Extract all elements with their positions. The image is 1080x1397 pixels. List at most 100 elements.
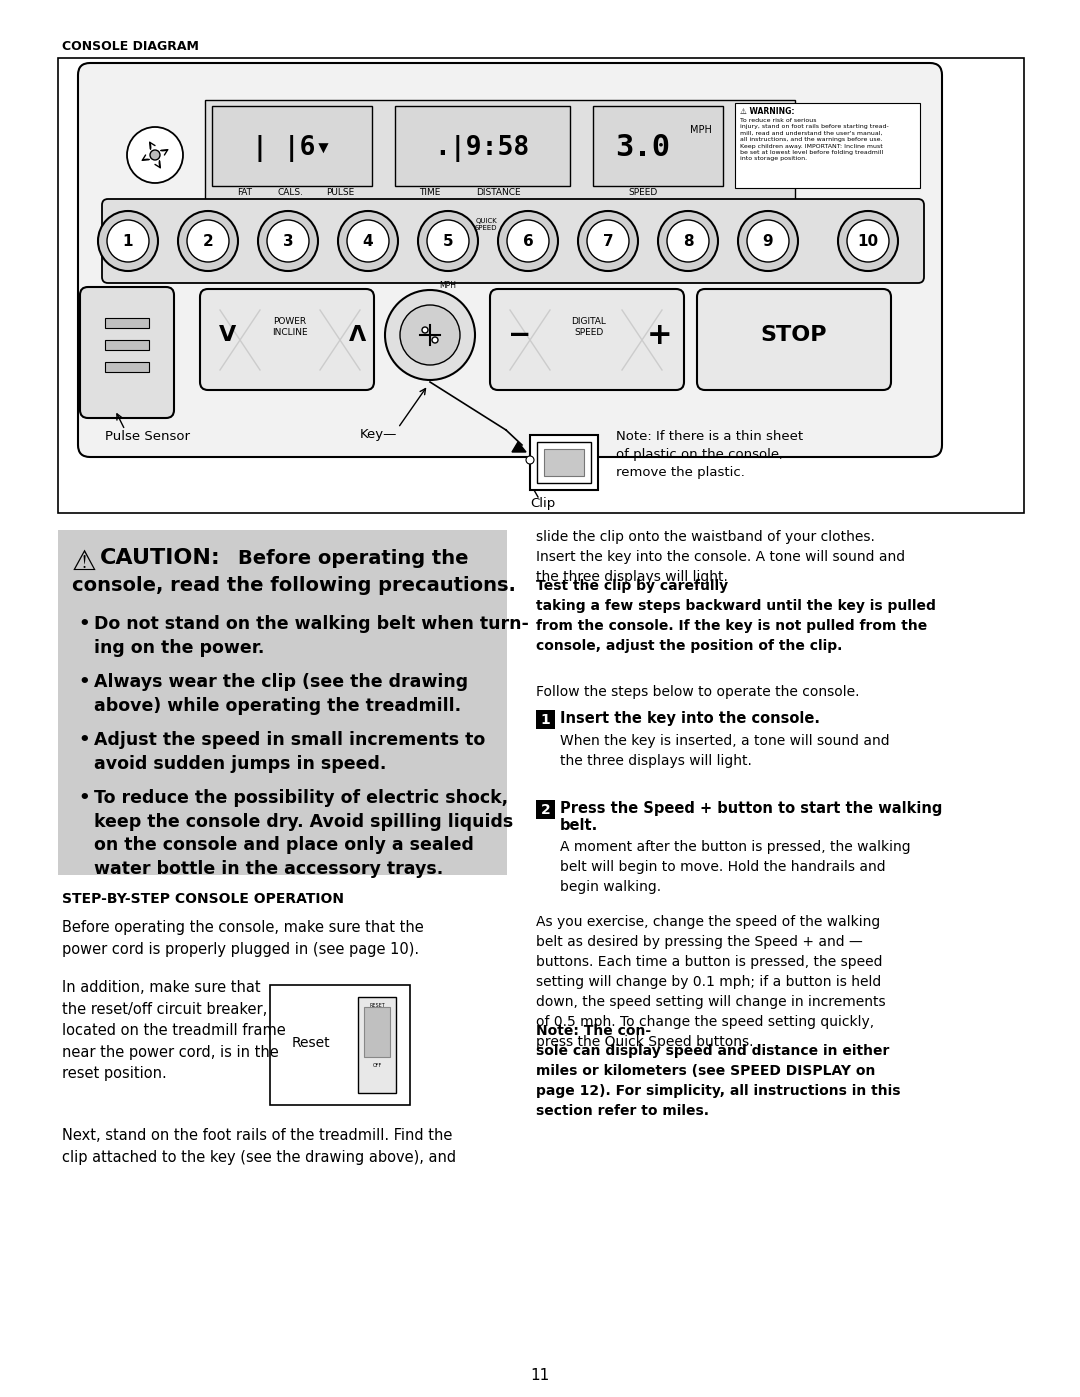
Circle shape [526,455,534,464]
Circle shape [267,219,309,263]
Bar [395,106,570,186]
Circle shape [98,211,158,271]
Text: 9: 9 [762,233,773,249]
Text: Pulse Sensor: Pulse Sensor [105,430,190,443]
Bar [105,362,149,372]
Text: To reduce risk of serious
injury, stand on foot rails before starting tread-
mil: To reduce risk of serious injury, stand … [740,117,889,162]
Text: RESET: RESET [369,1003,384,1009]
Text: Adjust the speed in small increments to
avoid sudden jumps in speed.: Adjust the speed in small increments to … [94,731,485,773]
Text: DISTANCE: DISTANCE [475,189,521,197]
Text: Next, stand on the foot rails of the treadmill. Find the
clip attached to the ke: Next, stand on the foot rails of the tre… [62,1127,456,1165]
Text: Always wear the clip (see the drawing
above) while operating the treadmill.: Always wear the clip (see the drawing ab… [94,673,468,715]
Text: A moment after the button is pressed, the walking
belt will begin to move. Hold : A moment after the button is pressed, th… [561,840,910,894]
Text: −: − [509,321,531,349]
Text: 10: 10 [858,233,878,249]
Text: STEP-BY-STEP CONSOLE OPERATION: STEP-BY-STEP CONSOLE OPERATION [62,893,345,907]
Bar [536,710,555,729]
FancyBboxPatch shape [205,101,795,205]
Text: CALS.: CALS. [276,189,303,197]
Text: 2: 2 [541,803,551,817]
Bar [105,339,149,351]
Text: Before operating the console, make sure that the
power cord is properly plugged : Before operating the console, make sure … [62,921,423,957]
Text: FAT: FAT [238,189,253,197]
Circle shape [127,127,183,183]
Text: console, read the following precautions.: console, read the following precautions. [72,576,516,595]
Text: 5: 5 [443,233,454,249]
FancyBboxPatch shape [697,289,891,390]
Text: MPH: MPH [690,124,712,136]
Circle shape [747,219,789,263]
Text: +: + [647,320,673,349]
Text: STOP: STOP [760,326,827,345]
Text: In addition, make sure that
the reset/off circuit breaker,
located on the treadm: In addition, make sure that the reset/of… [62,981,286,1081]
Text: To reduce the possibility of electric shock,
keep the console dry. Avoid spillin: To reduce the possibility of electric sh… [94,789,513,877]
Circle shape [667,219,708,263]
Text: OFF: OFF [373,1063,381,1067]
Circle shape [418,211,478,271]
FancyBboxPatch shape [200,289,374,390]
Text: 1: 1 [541,712,551,726]
Text: 11: 11 [530,1368,550,1383]
Circle shape [427,219,469,263]
Bar [735,103,920,189]
Text: When the key is inserted, a tone will sound and
the three displays will light.: When the key is inserted, a tone will so… [561,733,890,768]
Circle shape [507,219,549,263]
Text: ⚠: ⚠ [72,548,97,576]
Circle shape [658,211,718,271]
Circle shape [498,211,558,271]
Text: •: • [78,731,90,749]
Circle shape [588,219,629,263]
Text: V: V [219,326,237,345]
Circle shape [400,305,460,365]
Bar [212,106,372,186]
Text: 7: 7 [603,233,613,249]
FancyBboxPatch shape [80,286,174,418]
Circle shape [107,219,149,263]
Bar [357,997,396,1092]
Text: ⚠ WARNING:: ⚠ WARNING: [740,108,795,116]
Text: 6: 6 [523,233,534,249]
Bar [270,985,410,1105]
Text: POWER
INCLINE: POWER INCLINE [272,317,308,337]
Text: slide the clip onto the waistband of your clothes.
Insert the key into the conso: slide the clip onto the waistband of you… [536,529,905,584]
Bar [530,434,598,490]
Circle shape [838,211,897,271]
Text: Test the clip by carefully
taking a few steps backward until the key is pulled
f: Test the clip by carefully taking a few … [536,578,936,654]
Circle shape [578,211,638,271]
Text: DIGITAL
SPEED: DIGITAL SPEED [571,317,607,337]
FancyBboxPatch shape [102,198,924,284]
Text: 3.0: 3.0 [616,134,671,162]
Circle shape [422,327,428,332]
FancyBboxPatch shape [78,63,942,457]
Text: 8: 8 [683,233,693,249]
Text: As you exercise, change the speed of the walking
belt as desired by pressing the: As you exercise, change the speed of the… [536,915,886,1049]
Circle shape [384,291,475,380]
Circle shape [347,219,389,263]
Bar [105,319,149,328]
Circle shape [178,211,238,271]
Text: PULSE: PULSE [326,189,354,197]
Text: •: • [78,615,90,633]
Text: Insert the key into the console.: Insert the key into the console. [561,711,820,726]
Text: | |6▾: | |6▾ [253,134,332,162]
Text: MPH: MPH [440,281,457,291]
Text: Press the Speed + button to start the walking
belt.: Press the Speed + button to start the wa… [561,800,943,834]
Bar [536,800,555,819]
Bar [58,59,1024,513]
Bar [58,529,507,875]
Circle shape [150,149,160,161]
Text: •: • [78,789,90,807]
Text: Do not stand on the walking belt when turn-
ing on the power.: Do not stand on the walking belt when tu… [94,615,529,657]
Text: 3: 3 [283,233,294,249]
Bar [364,1007,390,1058]
Text: Λ: Λ [349,326,366,345]
Circle shape [738,211,798,271]
FancyBboxPatch shape [490,289,684,390]
Bar [593,106,723,186]
Circle shape [258,211,318,271]
Text: Follow the steps below to operate the console.: Follow the steps below to operate the co… [536,685,860,698]
Text: CONSOLE DIAGRAM: CONSOLE DIAGRAM [62,41,199,53]
Text: SPEED: SPEED [629,189,658,197]
Circle shape [847,219,889,263]
Text: .|9:58: .|9:58 [434,134,529,162]
